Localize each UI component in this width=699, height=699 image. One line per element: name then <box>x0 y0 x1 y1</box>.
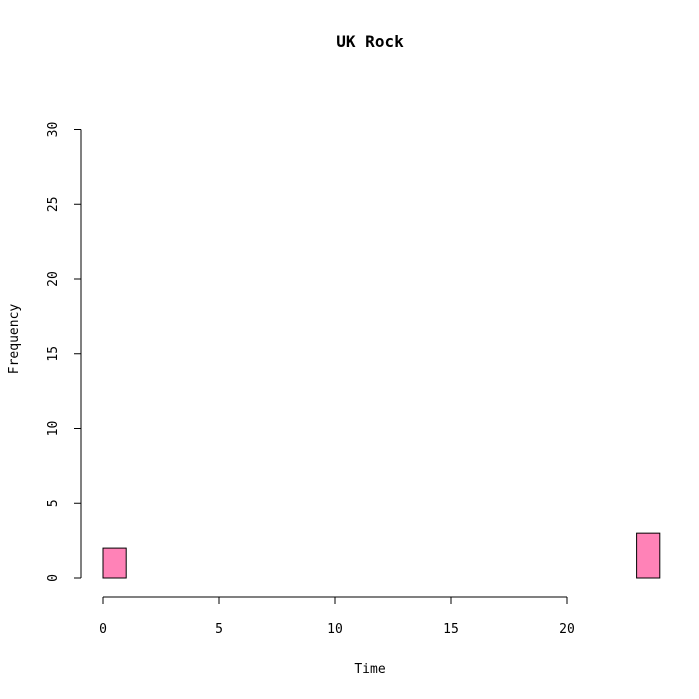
y-tick-label: 30 <box>46 122 61 138</box>
x-tick-label: 0 <box>99 622 107 637</box>
x-tick-label: 5 <box>215 622 223 637</box>
x-tick-label: 20 <box>559 622 575 637</box>
y-tick-label: 0 <box>46 574 61 582</box>
histogram-bar <box>102 547 127 579</box>
y-axis-label: Frequency <box>7 304 22 375</box>
y-tick-label: 15 <box>46 346 61 362</box>
y-tick-label: 10 <box>46 421 61 437</box>
histogram-bar <box>636 532 661 579</box>
x-axis-label: Time <box>354 662 385 677</box>
bars <box>102 532 661 579</box>
x-tick-label: 10 <box>327 622 343 637</box>
chart-title: UK Rock <box>336 32 404 51</box>
x-tick-label: 15 <box>443 622 459 637</box>
y-tick-label: 25 <box>46 196 61 212</box>
y-tick-label: 20 <box>46 271 61 287</box>
y-tick-label: 5 <box>46 499 61 507</box>
y-axis: 0 5 10 15 20 25 30 <box>46 122 82 582</box>
x-axis: 0 5 10 15 20 <box>99 596 575 637</box>
